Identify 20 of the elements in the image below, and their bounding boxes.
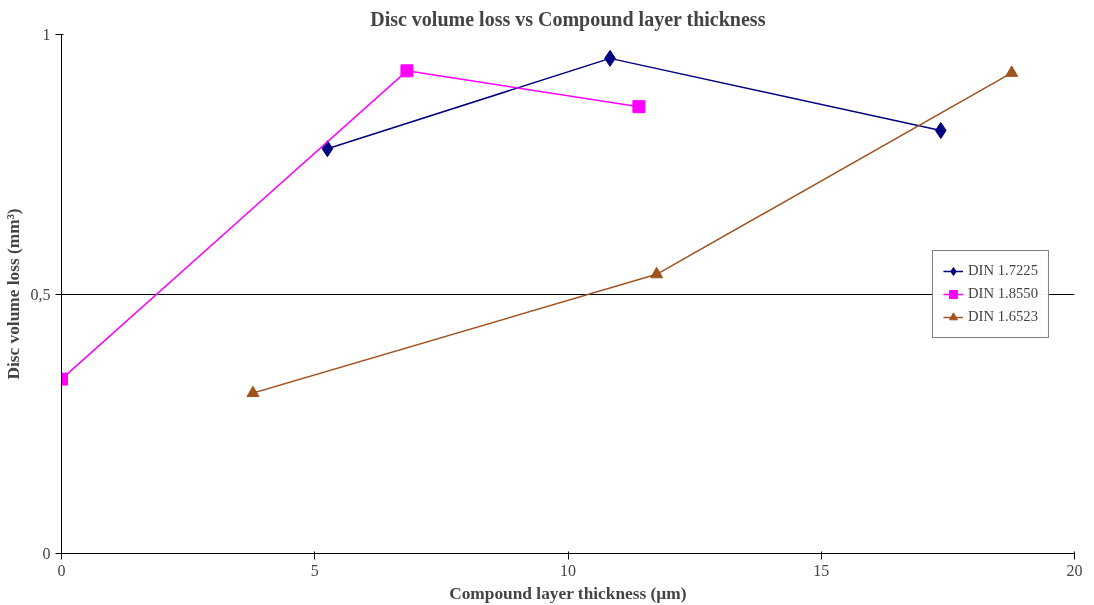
y-tick-label: 0,5 [30,285,51,303]
y-axis-title: Disc volume loss (mm³) [3,208,23,380]
x-tick-label: 0 [57,561,66,579]
legend-label: DIN 1.6523 [967,308,1038,325]
x-tick-label: 15 [813,561,830,579]
y-tick-label: 0 [42,545,51,562]
point [650,266,664,279]
point [400,64,414,78]
x-tick-label: 5 [310,561,319,579]
chart-title: Disc volume loss vs Compound layer thickness [370,7,766,31]
point [246,385,260,398]
y-tick-label: 1 [42,26,51,43]
legend-label: DIN 1.8550 [967,285,1038,302]
point [934,122,947,140]
x-tick-label: 10 [560,561,576,579]
x-tick-label: 20 [1066,561,1083,579]
legend-label: DIN 1.7225 [967,262,1038,279]
x-axis-title: Compound layer thickness (µm) [449,583,687,603]
point [632,100,646,114]
point [321,140,334,158]
